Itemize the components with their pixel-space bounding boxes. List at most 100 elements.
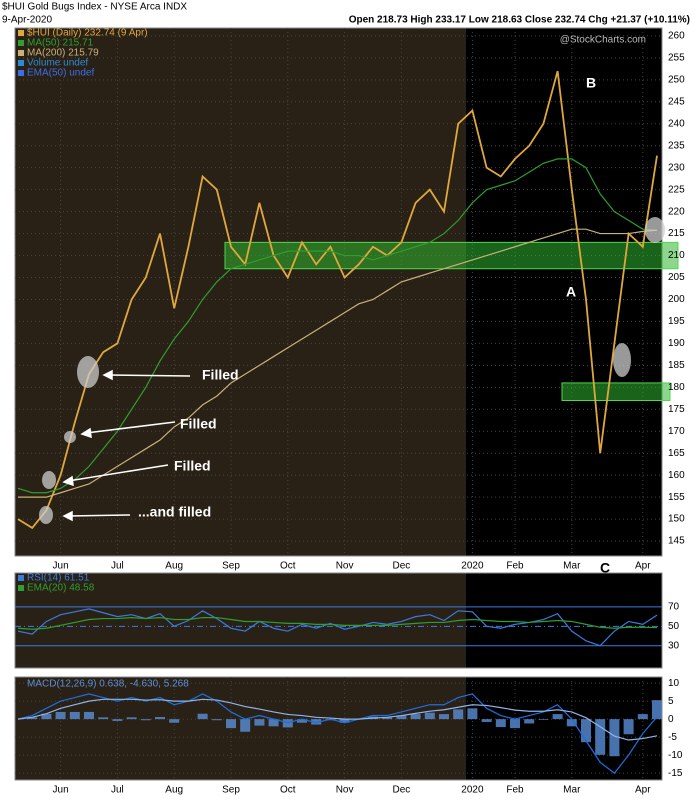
y-tick-label: 70 [668,602,680,613]
legend-swatch [18,585,24,591]
arrows [62,369,191,522]
y-tick-label: 245 [668,96,685,107]
x-tick-label: Mar [563,785,581,796]
annotation: Filled [174,458,211,474]
x-tick-label: Jul [111,561,124,572]
y-tick-label: 220 [668,206,685,217]
panel-bg [15,28,466,556]
x-tick-label: Jun [53,785,69,796]
y-tick-label: 30 [668,640,680,651]
x-tick-label: 2020 [461,785,484,796]
histogram-bar [424,712,435,720]
circle [42,471,56,489]
date: 9-Apr-2020 [2,15,52,26]
circle [64,431,76,443]
panel-border [14,27,663,557]
histogram-bar [495,719,506,728]
y-tick-label: 190 [668,338,685,349]
legend-entry: MA(50) 215.71 [27,38,94,49]
series-line [17,158,658,494]
x-tick-label: Mar [563,561,581,572]
legend-entry: Volume undef [27,58,88,69]
y-tick-label: 5 [668,696,674,707]
annotation: ...and filled [138,504,211,520]
histogram-bar [595,719,606,755]
histogram-bar [254,719,265,726]
x-tick-label: Nov [336,561,354,572]
y-tick-label: 255 [668,53,685,64]
x-tick-label: Aug [165,785,183,796]
histogram-bar [609,719,620,757]
y-tick-label: 180 [668,382,685,393]
histogram-bar [140,719,151,721]
x-tick-label: 2020 [461,561,484,572]
y-tick-label: 215 [668,228,685,239]
histogram-bar [69,711,80,720]
legend-entry: EMA(50) undef [27,68,94,79]
histogram-bar [382,717,393,720]
legend-swatch [18,60,24,66]
histogram-bar [98,717,109,720]
series-line [18,228,658,498]
histogram-bar [410,714,421,720]
histogram-bar [637,714,648,720]
histogram-bar [467,708,478,720]
circle [613,343,631,377]
y-tick-label: 165 [668,448,685,459]
backgrounds [14,27,679,781]
panel-bg [15,677,466,780]
legend-swatch [18,40,24,46]
circle [77,356,99,388]
legend-swatch [18,50,24,56]
histogram-bar [524,719,535,724]
brand: @StockCharts.com [560,35,646,46]
histogram-bar [226,719,236,729]
annotation: Filled [202,367,239,383]
x-tick-label: Oct [280,561,296,572]
legend-entry: RSI(14) 61.51 [27,573,90,584]
histogram-bar [27,717,38,720]
x-tick-label: Jun [53,561,69,572]
y-tick-label: 225 [668,184,685,195]
panel-border [14,572,663,669]
histogram-bar [652,700,662,720]
y-tick-label: 0 [668,714,674,725]
y-tick-label: 205 [668,272,685,283]
legend-entry: $HUI (Daily) 232.74 (9 Apr) [27,28,148,39]
y-tick-label: 200 [668,294,685,305]
histogram-bar [566,719,577,727]
x-tick-label: Sep [222,785,240,796]
y-tick-label: 150 [668,514,685,525]
histogram-bar [126,717,137,720]
circle [39,506,53,524]
y-tick-label: -10 [668,750,683,761]
series-line [17,608,658,647]
histogram-bar [211,719,222,721]
x-tick-label: Apr [635,785,651,796]
legend-swatch [18,575,24,581]
x-tick-label: Dec [393,561,411,572]
y-tick-label: 50 [668,621,680,632]
y-tick-label: 175 [668,404,685,415]
y-tick-label: 250 [668,74,685,85]
y-tick-label: 160 [668,470,685,481]
y-tick-label: 230 [668,162,685,173]
y-tick-label: 260 [668,31,685,42]
legend-swatch [18,70,24,76]
x-tick-label: Feb [506,561,524,572]
x-tick-label: Dec [393,785,411,796]
series-line [17,70,658,530]
zone [561,382,671,401]
y-tick-label: -15 [668,768,683,779]
histogram-bar [481,719,492,723]
histogram-bar [311,719,322,725]
histogram-bar [339,719,350,723]
x-tick-label: Aug [165,561,183,572]
quote: Open 218.73 High 233.17 Low 218.63 Close… [349,15,690,26]
x-tick-label: Nov [336,785,354,796]
x-tick-label: Feb [506,785,524,796]
y-tick-label: 185 [668,360,685,371]
y-tick-label: 235 [668,140,685,151]
x-tick-label: Oct [280,785,296,796]
histogram-bar [623,719,634,735]
